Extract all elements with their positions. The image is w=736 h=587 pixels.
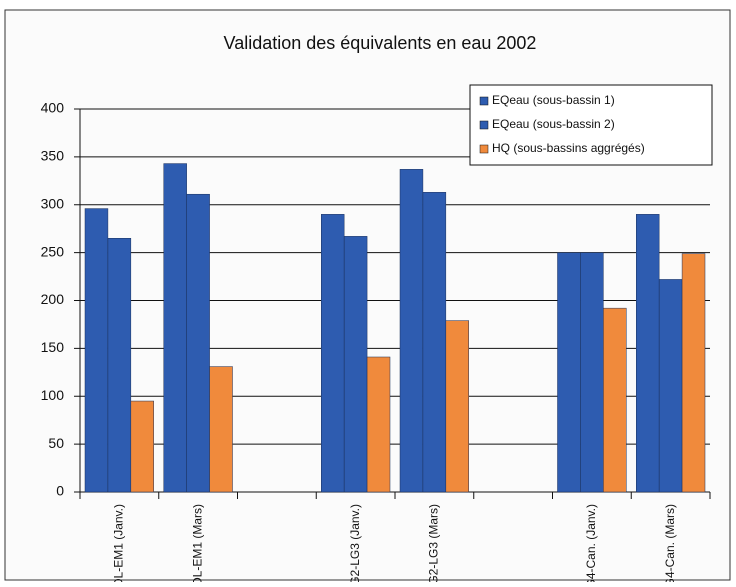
bar [343, 236, 368, 493]
bar [681, 253, 706, 493]
x-tick-label: EOL-EM1 (Mars) [190, 504, 204, 582]
y-tick-label: 200 [41, 291, 65, 307]
legend-label: HQ (sous-bassins aggrégés) [492, 141, 645, 155]
legend-label: EQeau (sous-bassin 1) [492, 93, 615, 107]
legend-label: EQeau (sous-bassin 2) [492, 117, 615, 131]
bar [163, 163, 187, 493]
x-tick-label: LG4-Can. (Mars) [663, 504, 677, 582]
y-tick-label: 250 [41, 243, 65, 259]
bar [84, 208, 109, 493]
bar [636, 214, 660, 493]
y-tick-label: 0 [56, 483, 64, 499]
bar [321, 214, 345, 493]
bar [603, 307, 627, 493]
legend-swatch [479, 144, 489, 154]
x-tick-label: LG2-LG3 (Janv.) [348, 504, 362, 582]
bar [130, 400, 154, 493]
legend-swatch [479, 120, 489, 130]
bar [658, 279, 683, 493]
y-tick-label: 400 [41, 100, 65, 116]
y-tick-label: 350 [41, 148, 65, 164]
y-tick-label: 150 [41, 339, 65, 355]
x-tick-label: EOL-EM1 (Janv.) [112, 504, 126, 582]
chart-title: Validation des équivalents en eau 2002 [224, 33, 537, 53]
x-tick-label: LG2-LG3 (Mars) [427, 504, 441, 582]
bar [580, 252, 604, 493]
y-tick-label: 300 [41, 195, 65, 211]
x-tick-label: LG4-Can. (Janv.) [584, 504, 598, 582]
bar [557, 252, 581, 493]
bar [107, 238, 132, 493]
bar [399, 169, 424, 493]
legend-swatch [479, 96, 489, 106]
bar [422, 192, 447, 493]
y-tick-label: 50 [48, 435, 64, 451]
bar [366, 356, 391, 493]
bar [445, 320, 470, 493]
y-tick-label: 100 [41, 387, 65, 403]
legend-box [469, 84, 713, 166]
bar [209, 366, 233, 493]
bar [186, 193, 210, 493]
